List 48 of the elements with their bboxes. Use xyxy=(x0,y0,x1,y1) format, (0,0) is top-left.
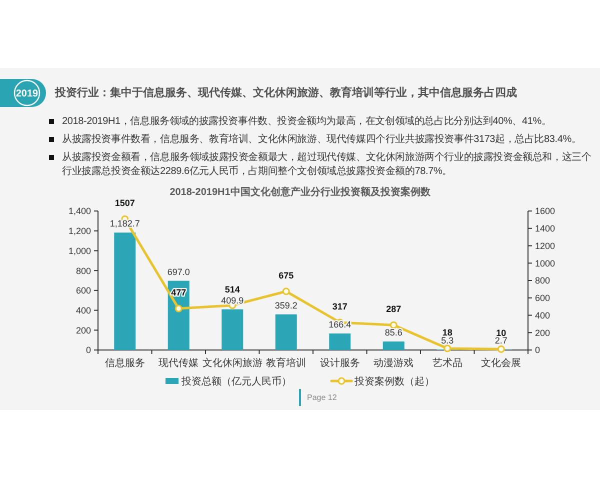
chart-title: 投资行业：集中于信息服务、现代传媒、文化休闲旅游、教育培训等行业，其中信息服务占四成 xyxy=(55,86,517,100)
data-label: 409.9 xyxy=(221,295,244,306)
y2-tick-label: 200 xyxy=(535,328,550,338)
y2-tick-label: 0 xyxy=(535,345,540,356)
legend-label: 投资总额（亿元人民币） xyxy=(180,376,292,388)
data-label: 287 xyxy=(386,304,402,314)
data-label: 2.7 xyxy=(494,336,508,346)
y2-tick-label: 1200 xyxy=(535,240,556,251)
data-label: 5.3 xyxy=(441,335,454,346)
data-label: 85.6 xyxy=(384,328,402,338)
x-tick-label: 文化休闲旅游 xyxy=(202,357,262,369)
x-tick-label: 信息服务 xyxy=(104,357,145,369)
y-tick-label: 600 xyxy=(76,286,91,296)
y-tick-label: 200 xyxy=(76,325,91,336)
y-tick-label: 800 xyxy=(76,266,91,276)
data-label: 18 xyxy=(442,327,452,338)
data-label: 359.2 xyxy=(274,300,298,310)
text: 2018-2019H1，信息服务领域的披露投资事件数、投资金额均为最高，在文创领域的总占比分别达到40%、41%。 xyxy=(62,116,552,127)
x-tick-label: 设计服务 xyxy=(320,357,360,369)
y2-tick-label: 800 xyxy=(535,276,550,286)
y2-tick-label: 400 xyxy=(535,310,550,320)
data-label: 1507 xyxy=(114,198,135,208)
text: 从披露投资事件数看，信息服务、教育培训、文化休闲旅游、现代传媒四个行业共披露投资事件3173起，总占比83.4%。 xyxy=(62,134,582,145)
data-label: 10 xyxy=(496,328,506,338)
data-label: 477 xyxy=(171,288,186,298)
text: Page 12 xyxy=(307,393,338,402)
x-tick-label: 艺术品 xyxy=(432,357,462,369)
y-tick-label: 1,000 xyxy=(68,246,91,256)
data-label: 514 xyxy=(224,284,240,294)
data-label: 317 xyxy=(332,301,348,312)
y2-tick-label: 1400 xyxy=(535,224,556,234)
data-label: 697.0 xyxy=(167,266,190,277)
chart-subtitle: 2018-2019H1中国文化创意产业分行业投资额及投资案例数 xyxy=(170,186,432,198)
x-tick-label: 教育培训 xyxy=(266,357,306,369)
y2-tick-label: 1000 xyxy=(535,258,556,268)
y-tick-label: 1,400 xyxy=(68,206,91,216)
y2-tick-label: 1600 xyxy=(535,206,556,216)
text: 从披露投资金额看，信息服务领域披露投资金额最大，超过现代传媒、文化休闲旅游两个行业的披露投资金额总和，这三个行业披露总投资金额达2289.6亿元人民币，占期间整个文创领域总披露投资金额的78.7%。 xyxy=(62,152,592,177)
data-label: 675 xyxy=(278,270,294,280)
text: 2019 xyxy=(16,88,39,100)
y-tick-label: 1,200 xyxy=(68,226,91,236)
x-tick-label: 文化会展 xyxy=(481,357,522,369)
x-tick-label: 现代传媒 xyxy=(158,358,199,369)
y-tick-label: 400 xyxy=(76,305,91,316)
y-tick-label: 0 xyxy=(86,345,91,356)
x-tick-label: 动漫游戏 xyxy=(374,357,414,369)
y2-tick-label: 600 xyxy=(535,293,550,304)
legend-label: 投资案例数（起） xyxy=(354,376,434,388)
